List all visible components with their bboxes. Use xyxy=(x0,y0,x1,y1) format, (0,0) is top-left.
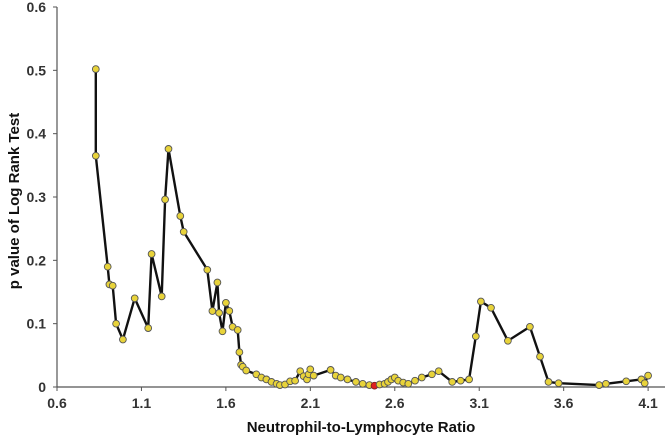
data-point xyxy=(91,151,100,160)
data-point xyxy=(404,379,413,388)
data-point xyxy=(213,278,222,287)
data-point xyxy=(456,376,465,385)
data-point xyxy=(112,319,120,328)
data-point xyxy=(235,348,244,357)
data-point xyxy=(242,366,251,375)
x-tick-label: 0.6 xyxy=(47,395,67,411)
data-point xyxy=(434,367,443,376)
data-point xyxy=(595,381,603,389)
data-point xyxy=(225,307,234,315)
data-point xyxy=(448,378,457,386)
data-point xyxy=(477,297,485,306)
data-point xyxy=(504,336,512,345)
data-point xyxy=(215,309,223,317)
y-tick-label: 0.3 xyxy=(27,189,47,205)
x-axis-title: Neutrophil-to-Lymphocyte Ratio xyxy=(247,419,476,436)
data-point xyxy=(640,379,649,388)
data-point xyxy=(358,379,367,388)
y-tick-label: 0.6 xyxy=(27,0,47,15)
data-point xyxy=(291,376,299,385)
data-point xyxy=(157,292,166,301)
data-point xyxy=(622,377,631,386)
y-tick-label: 0.2 xyxy=(27,252,47,268)
y-tick-label: 0.5 xyxy=(27,62,47,78)
data-point xyxy=(554,379,563,388)
data-point xyxy=(222,298,230,307)
data-point xyxy=(103,262,112,271)
data-point xyxy=(208,307,217,315)
x-tick-label: 2.1 xyxy=(301,395,321,411)
data-point xyxy=(343,375,352,384)
data-point xyxy=(161,195,169,204)
data-point xyxy=(471,332,480,341)
data-point xyxy=(417,373,426,382)
data-point xyxy=(233,326,242,334)
data-point xyxy=(411,376,419,385)
data-point xyxy=(326,366,335,374)
data-point xyxy=(164,145,173,153)
data-point xyxy=(179,227,188,236)
data-point xyxy=(536,352,544,361)
data-point xyxy=(130,294,139,303)
data-point xyxy=(526,322,534,331)
x-tick-label: 2.6 xyxy=(385,395,405,411)
x-tick-label: 3.1 xyxy=(469,395,489,411)
data-point xyxy=(176,212,185,220)
y-tick-label: 0.1 xyxy=(27,316,47,332)
series xyxy=(91,65,652,390)
data-point xyxy=(119,335,127,344)
x-tick-label: 1.6 xyxy=(216,395,236,411)
data-point xyxy=(218,327,227,336)
data-point xyxy=(602,379,610,388)
y-tick-label: 0 xyxy=(38,379,46,395)
data-point xyxy=(428,370,436,379)
data-point xyxy=(91,65,100,73)
data-point xyxy=(203,265,212,274)
data-point xyxy=(544,378,553,386)
x-tick-label: 4.1 xyxy=(638,395,658,411)
data-point xyxy=(147,250,156,258)
data-point xyxy=(644,371,652,380)
x-tick-label: 1.1 xyxy=(132,395,152,411)
tick-labels: 0 0.1 0.2 0.3 0.4 0.5 0.6 0.6 1.1 1.6 2.1 2.6 3.1 3.6… xyxy=(27,0,659,411)
data-point xyxy=(336,373,345,382)
y-axis-title: p value of Log Rank Test xyxy=(6,113,23,289)
data-point xyxy=(306,365,315,374)
data-point xyxy=(108,281,117,290)
data-point xyxy=(352,378,360,386)
x-tick-label: 3.6 xyxy=(554,395,574,411)
axes xyxy=(53,6,665,391)
data-point xyxy=(487,303,495,312)
y-tick-label: 0.4 xyxy=(27,126,47,142)
data-point xyxy=(144,324,153,332)
series-line xyxy=(94,67,650,387)
data-point xyxy=(465,375,473,384)
data-point xyxy=(309,371,318,380)
